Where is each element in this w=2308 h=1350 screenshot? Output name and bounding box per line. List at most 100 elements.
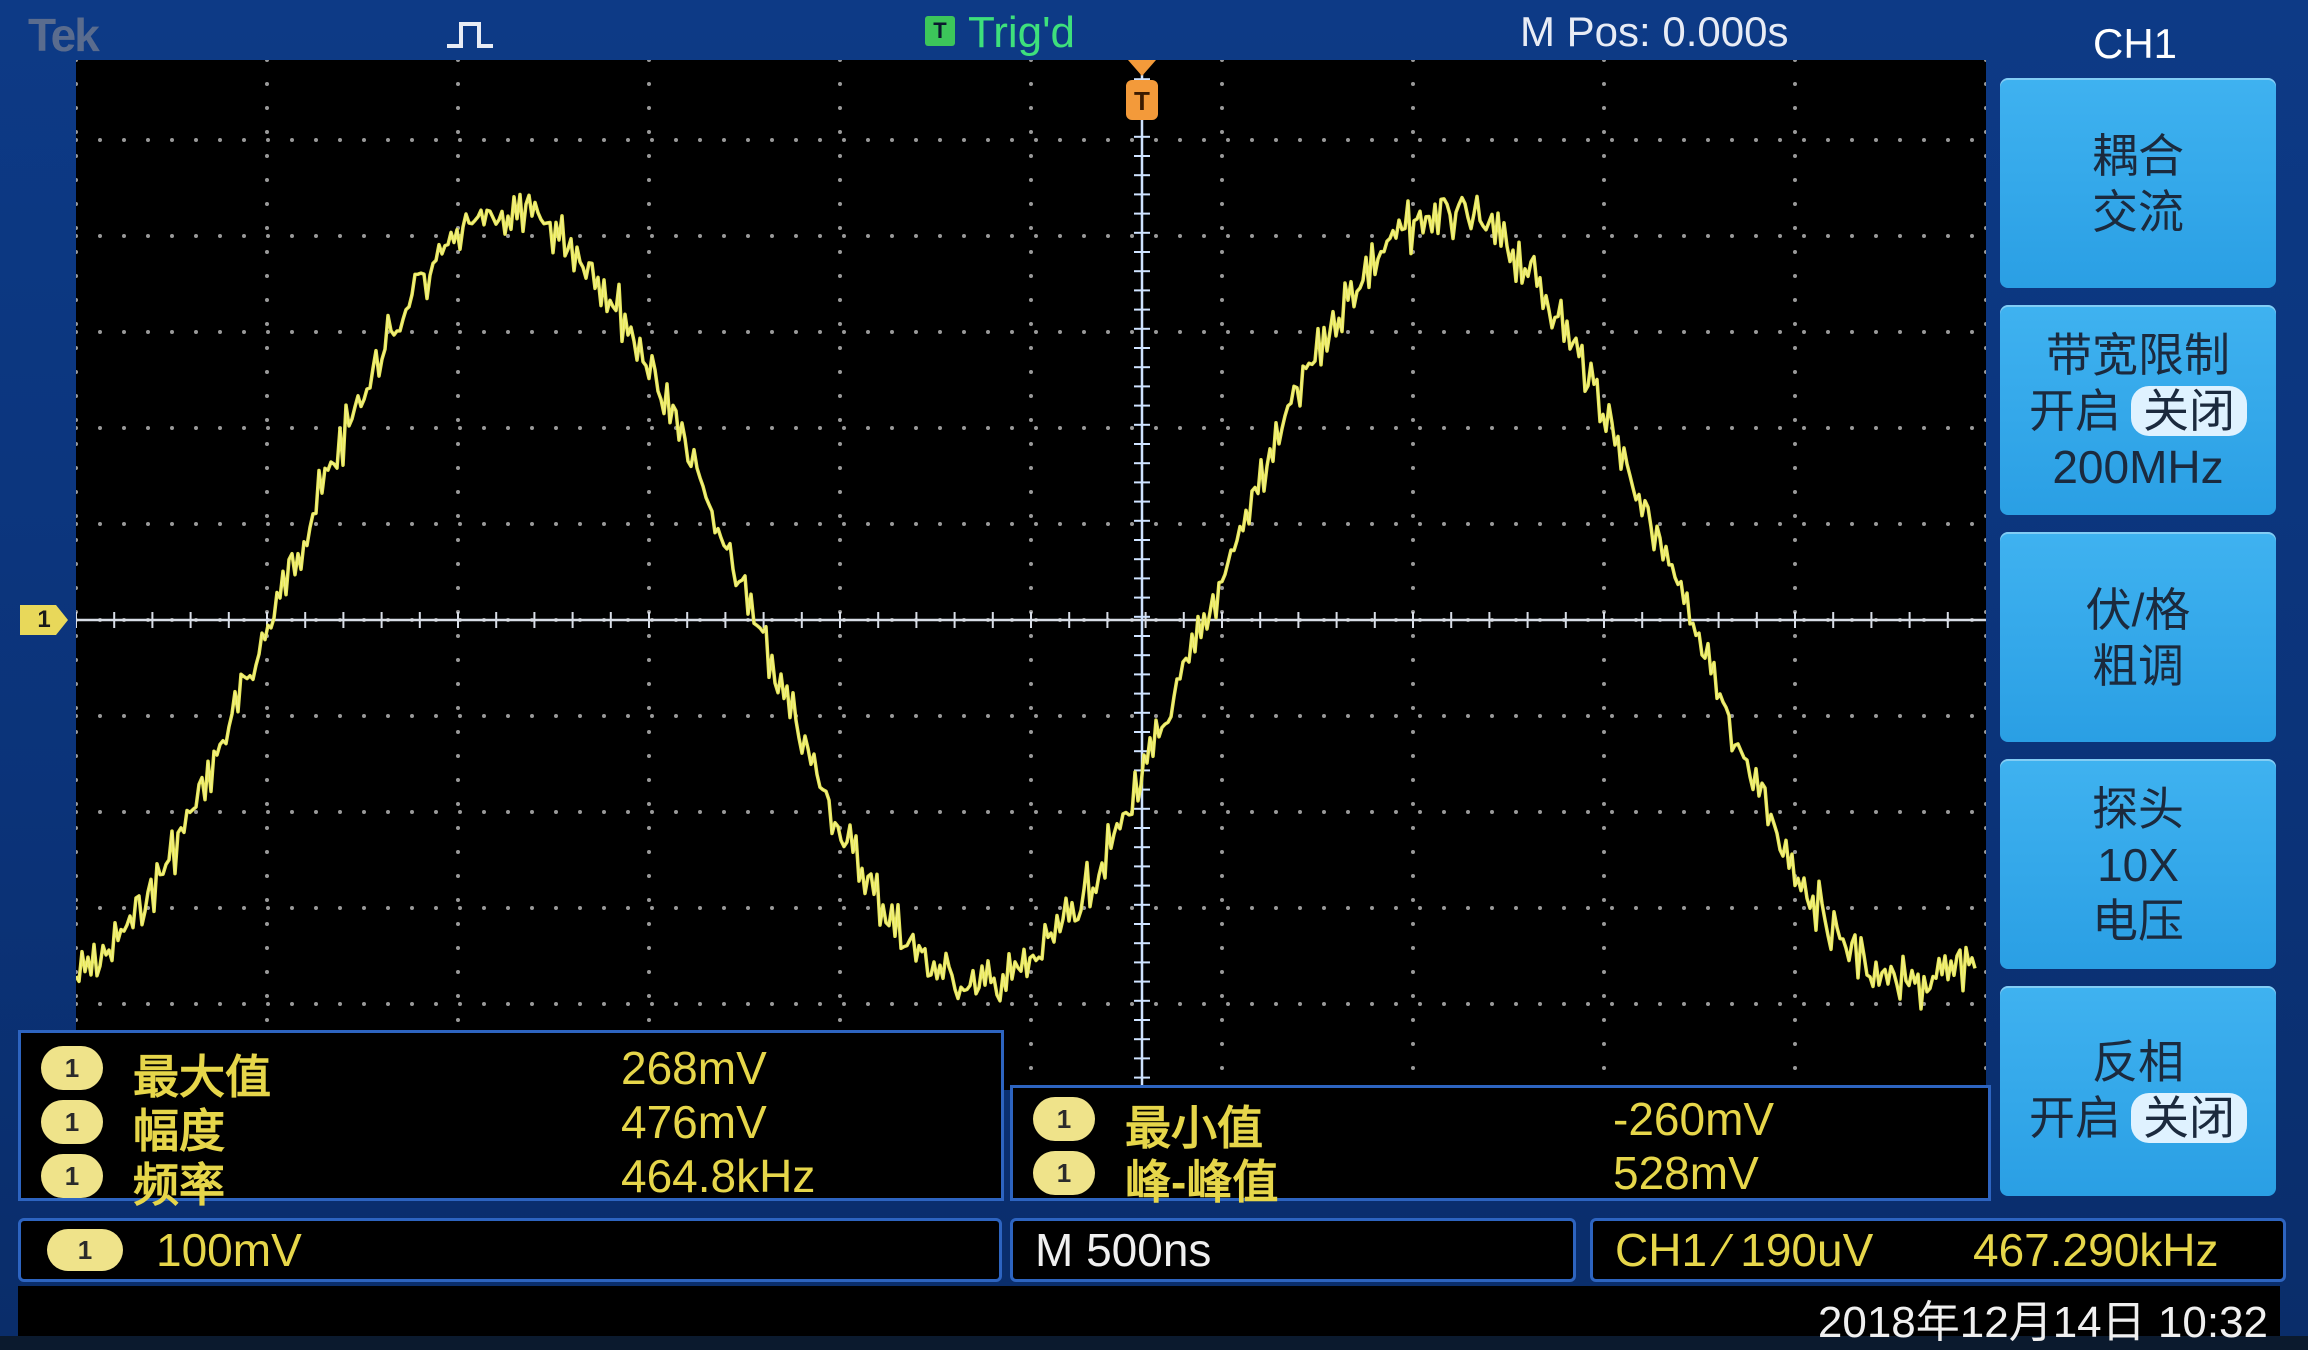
invert-button[interactable]: 反相 开启 关闭 — [2000, 986, 2276, 1196]
grid-dot — [890, 234, 894, 238]
grid-dot — [1874, 522, 1878, 526]
grid-dot — [1411, 1018, 1415, 1022]
grid-dot — [456, 60, 460, 62]
grid-dot — [76, 154, 78, 158]
grid-dot — [362, 906, 366, 910]
grid-dot — [122, 906, 126, 910]
timebase-readout[interactable]: M 500ns — [1010, 1218, 1576, 1282]
grid-dot — [1898, 810, 1902, 814]
grid-dot — [1220, 754, 1224, 758]
channel-badge: 1 — [1033, 1151, 1095, 1195]
grid-dot — [1984, 370, 1986, 374]
trigger-position-marker: T — [1126, 60, 1158, 120]
grid-dot — [1898, 426, 1902, 430]
grid-dot — [242, 522, 246, 526]
grid-dot — [1411, 442, 1415, 446]
vertical-scale-readout[interactable]: 1 100mV — [18, 1218, 1002, 1282]
probe-button[interactable]: 探头 10X 电压 — [2000, 759, 2276, 969]
grid-dot — [647, 634, 651, 638]
trigger-readout[interactable]: CH1 ⁄ 190uV 467.290kHz — [1590, 1218, 2286, 1282]
grid-dot — [1793, 850, 1797, 854]
probe-attenuation: 10X — [2097, 839, 2179, 891]
grid-dot — [1394, 810, 1398, 814]
channel-badge: 1 — [47, 1229, 123, 1271]
grid-dot — [962, 714, 966, 718]
grid-dot — [456, 130, 460, 134]
grid-dot — [1394, 714, 1398, 718]
grid-dot — [482, 522, 486, 526]
coupling-button[interactable]: 耦合 交流 — [2000, 78, 2276, 288]
grid-dot — [76, 946, 78, 950]
waveform-display[interactable]: T — [76, 60, 1986, 1090]
grid-dot — [1634, 138, 1638, 142]
grid-dot — [1411, 850, 1415, 854]
grid-dot — [456, 946, 460, 950]
measurement-row: 1 最大值 268mV — [21, 1041, 1001, 1103]
bandwidth-limit-button[interactable]: 带宽限制 开启 关闭 200MHz — [2000, 305, 2276, 515]
grid-dot — [1220, 946, 1224, 950]
grid-dot — [170, 810, 174, 814]
grid-dot — [578, 234, 582, 238]
grid-dot — [962, 138, 966, 142]
grid-dot — [76, 994, 78, 998]
grid-dot — [1220, 874, 1224, 878]
grid-dot — [647, 418, 651, 422]
grid-dot — [1898, 330, 1902, 334]
grid-dot — [1370, 810, 1374, 814]
grid-dot — [1029, 682, 1033, 686]
grid-dot — [986, 1002, 990, 1006]
grid-dot — [746, 906, 750, 910]
grid-dot — [1418, 330, 1422, 334]
grid-dot — [1562, 234, 1566, 238]
grid-dot — [1106, 714, 1110, 718]
grid-dot — [218, 810, 222, 814]
grid-dot — [386, 810, 390, 814]
grid-dot — [1826, 810, 1830, 814]
grid-dot — [1202, 522, 1206, 526]
grid-dot — [914, 522, 918, 526]
ch1-ground-marker[interactable]: 1 — [20, 605, 68, 635]
grid-dot — [1922, 906, 1926, 910]
grid-dot — [290, 138, 294, 142]
grid-dot — [1010, 1002, 1014, 1006]
volts-div-button[interactable]: 伏/格 粗调 — [2000, 532, 2276, 742]
grid-dot — [76, 322, 78, 326]
grid-dot — [794, 426, 798, 430]
grid-dot — [647, 178, 651, 182]
grid-dot — [962, 234, 966, 238]
grid-dot — [314, 1002, 318, 1006]
grid-dot — [1562, 1002, 1566, 1006]
grid-dot — [1793, 778, 1797, 782]
grid-dot — [1226, 138, 1230, 142]
grid-dot — [1874, 426, 1878, 430]
grid-dot — [1226, 234, 1230, 238]
grid-dot — [506, 426, 510, 430]
grid-dot — [338, 906, 342, 910]
grid-dot — [458, 426, 462, 430]
grid-dot — [170, 138, 174, 142]
grid-dot — [1793, 82, 1797, 86]
grid-dot — [1466, 714, 1470, 718]
grid-dot — [146, 234, 150, 238]
grid-dot — [1793, 586, 1797, 590]
grid-dot — [1706, 426, 1710, 430]
grid-dot — [362, 714, 366, 718]
grid-dot — [794, 906, 798, 910]
grid-dot — [434, 522, 438, 526]
grid-dot — [76, 1018, 78, 1022]
grid-dot — [674, 1002, 678, 1006]
grid-dot — [242, 906, 246, 910]
grid-dot — [1984, 418, 1986, 422]
grid-dot — [314, 426, 318, 430]
measurement-value: 476mV — [621, 1096, 767, 1148]
grid-dot — [265, 778, 269, 782]
grid-dot — [1490, 330, 1494, 334]
grid-dot — [1778, 714, 1782, 718]
grid-dot — [458, 906, 462, 910]
grid-dot — [914, 330, 918, 334]
grid-dot — [838, 442, 842, 446]
grid-dot — [986, 714, 990, 718]
grid-dot — [1538, 714, 1542, 718]
grid-dot — [1793, 490, 1797, 494]
grid-dot — [1946, 906, 1950, 910]
